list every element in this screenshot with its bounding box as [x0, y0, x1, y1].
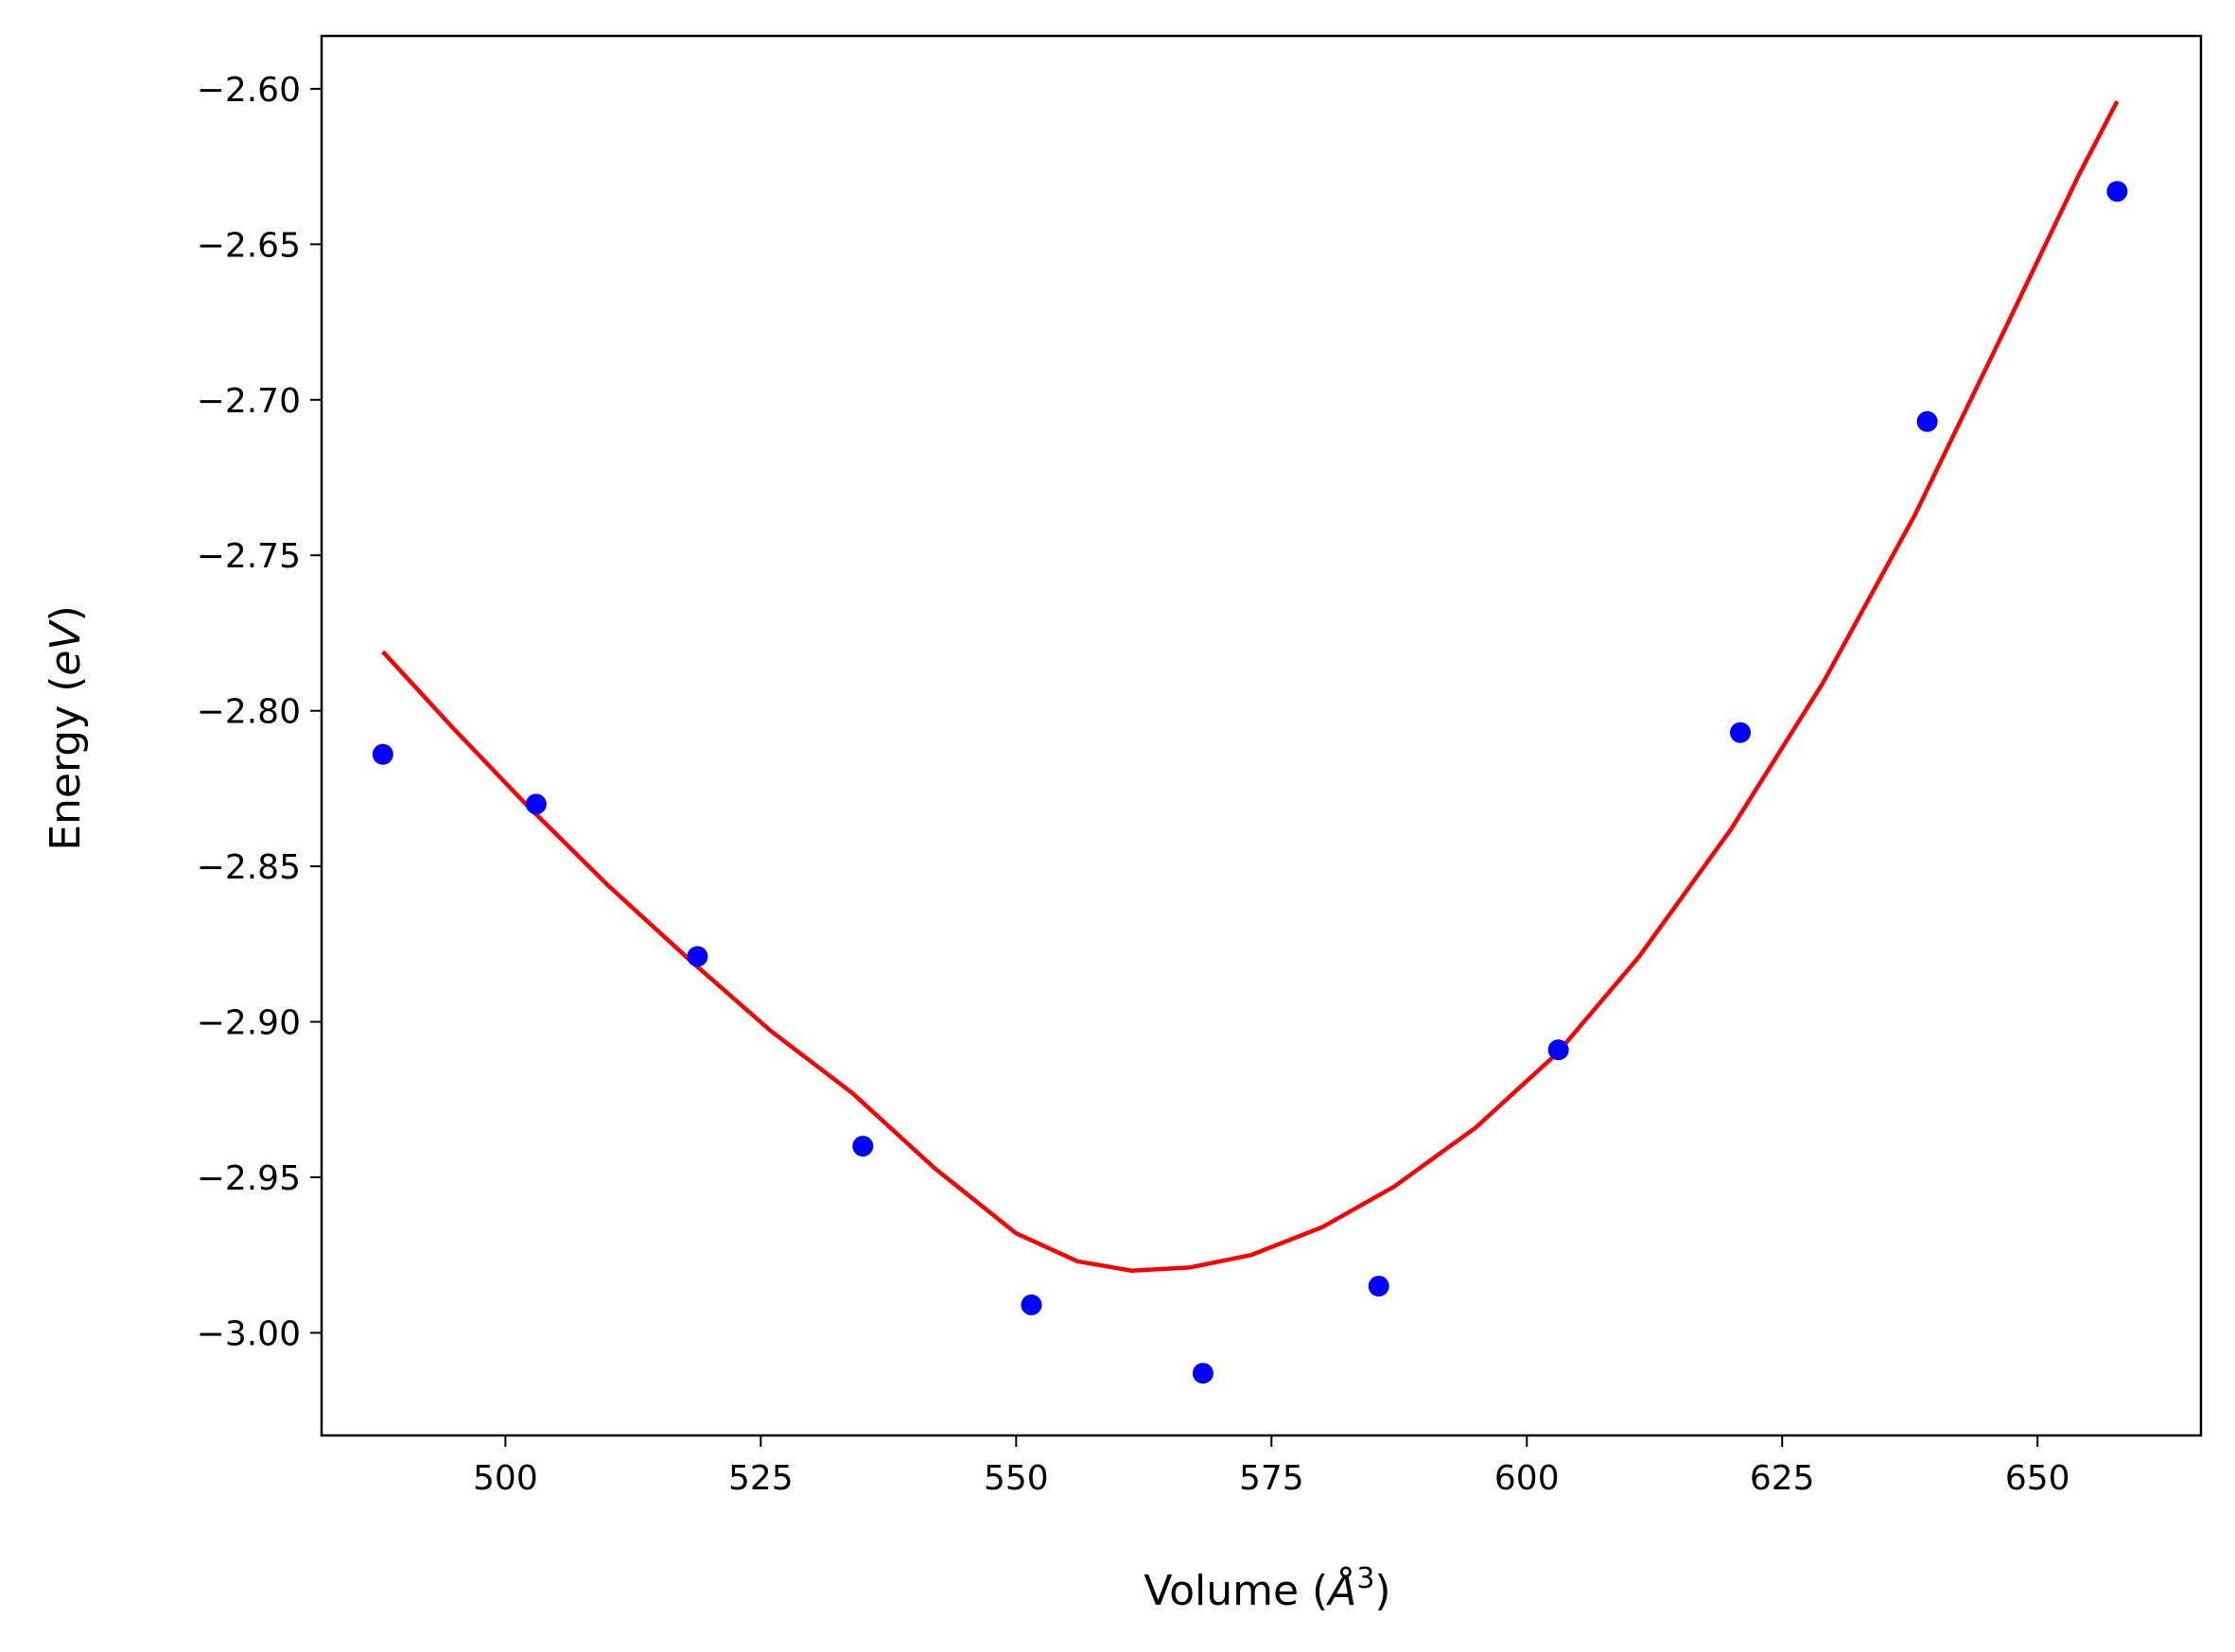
y-tick-label: −2.85: [197, 848, 301, 887]
data-point: [687, 946, 708, 967]
fit-curve: [381, 100, 2120, 1273]
y-tick-label: −2.80: [197, 693, 301, 732]
data-point: [2106, 181, 2128, 202]
x-tick-label: 550: [984, 1459, 1049, 1498]
x-tick-label: 625: [1750, 1459, 1815, 1498]
y-tick-label: −3.00: [197, 1314, 301, 1353]
y-tick-label: −2.75: [197, 537, 301, 576]
data-point: [1192, 1363, 1214, 1384]
x-tick-label: 575: [1239, 1459, 1304, 1498]
data-point: [525, 793, 547, 815]
x-axis-label: Volume (Å3): [1144, 1562, 1390, 1615]
y-tick-label: −2.70: [197, 382, 301, 421]
data-point: [1368, 1276, 1389, 1297]
y-tick-label: −2.65: [197, 226, 301, 265]
y-axis-label: Energy (eV): [42, 605, 90, 851]
data-point: [852, 1136, 874, 1157]
data-point: [1021, 1294, 1042, 1315]
y-tick-label: −2.95: [197, 1159, 301, 1198]
y-axis-ticks: −3.00 −2.95 −2.90 −2.85 −2.80 −2.75 −2.70 −2.65…: [197, 71, 322, 1353]
data-point: [1916, 410, 1938, 432]
x-tick-label: 600: [1494, 1459, 1560, 1498]
x-tick-label: 500: [473, 1459, 538, 1498]
data-points-layer: [372, 181, 2128, 1384]
data-point: [1547, 1039, 1569, 1061]
x-tick-label: 525: [728, 1459, 794, 1498]
x-tick-label: 650: [2005, 1459, 2070, 1498]
y-tick-label: −2.90: [197, 1004, 301, 1043]
fit-line-layer: [381, 100, 2120, 1273]
data-point: [1730, 722, 1751, 743]
x-axis-ticks: 500 525 550 575 600 625 650: [473, 1435, 2070, 1498]
plot-area-frame: [320, 34, 2203, 1437]
y-tick-label: −2.60: [197, 71, 301, 110]
data-point: [372, 743, 393, 765]
